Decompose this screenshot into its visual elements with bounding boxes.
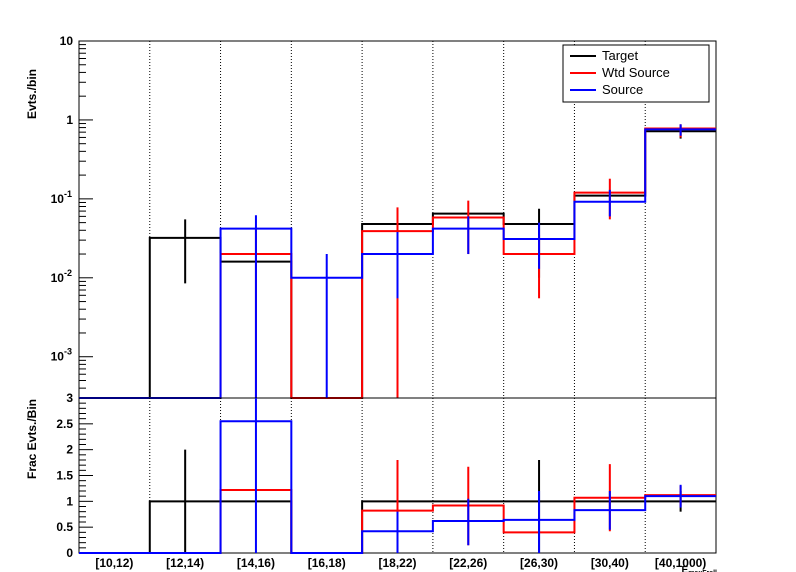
- top-y-axis-title: Evts./bin: [25, 69, 39, 119]
- bottom-y-tick-label: 3: [66, 391, 73, 405]
- bottom-y-tick-label: 1.5: [56, 469, 73, 483]
- x-tick-label: [14,16): [237, 556, 275, 570]
- top-series-source: [79, 128, 716, 399]
- x-tick-label: [26,30): [520, 556, 558, 570]
- legend-label-wtd-source: Wtd Source: [602, 65, 670, 80]
- bottom-y-tick-label: 0: [66, 546, 73, 560]
- bottom-y-tick-label: 1: [66, 494, 73, 508]
- x-tick-label: [10,12): [95, 556, 133, 570]
- bottom-panel: 0 0.5 1 1.5 2 2.5 3 [10,12) [12,14) [14,16) [16,18…: [56, 391, 717, 570]
- bottom-y-tick-label: 2.5: [56, 417, 73, 431]
- top-y-tick-label: 10-2: [51, 268, 72, 285]
- x-tick-label: [30,40): [591, 556, 629, 570]
- top-y-tick-label: 10-3: [51, 347, 72, 364]
- x-tick-label: [12,14): [166, 556, 204, 570]
- x-tick-label: [40,1000): [655, 556, 706, 570]
- bottom-y-tick-label: 0.5: [56, 520, 73, 534]
- top-y-tick-label: 10: [60, 34, 74, 48]
- legend: Target Wtd Source Source: [562, 44, 710, 103]
- top-panel: 10 1 10-1 10-2 10-3: [51, 34, 717, 399]
- x-tick-label: [22,26): [449, 556, 487, 570]
- top-y-tick-label: 1: [66, 113, 73, 127]
- bottom-y-axis-title: Frac Evts./Bin: [25, 399, 39, 479]
- x-tick-label: [18,22): [378, 556, 416, 570]
- legend-label-source: Source: [602, 82, 643, 97]
- top-y-tick-label: 10-1: [51, 189, 72, 206]
- bottom-y-tick-label: 2: [66, 443, 73, 457]
- bottom-series-source: [79, 420, 716, 554]
- x-tick-label: [16,18): [308, 556, 346, 570]
- legend-label-target: Target: [602, 48, 639, 63]
